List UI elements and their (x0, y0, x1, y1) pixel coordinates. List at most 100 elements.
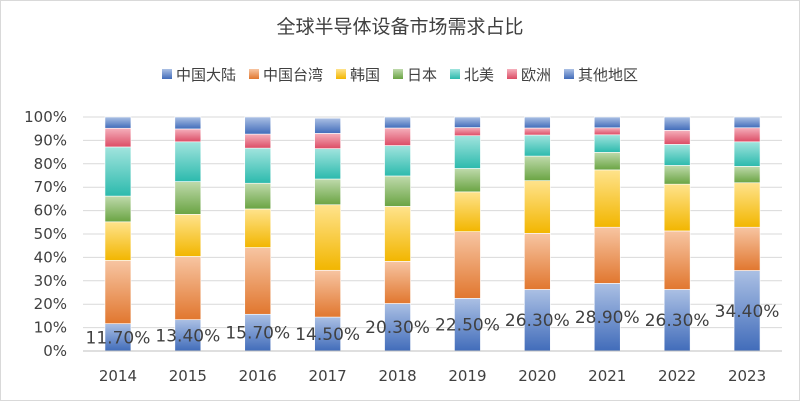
bar-segment (593, 169, 621, 228)
bar-segment (244, 147, 272, 184)
data-label: 26.30% (645, 311, 710, 331)
bar-segment (524, 180, 551, 234)
y-axis: 0% 10% 20% 30% 40% 50% 60% 70% 80% 90% 100% (24, 108, 67, 360)
bar-segment (593, 226, 621, 284)
bar-segment (174, 141, 202, 182)
y-tick-label: 50% (34, 225, 67, 243)
legend-swatch (249, 69, 259, 79)
legend-label: 中国大陆 (176, 66, 236, 84)
bar-segment (454, 135, 481, 169)
bar-segment (454, 231, 481, 299)
y-tick-label: 100% (24, 108, 67, 126)
bar-segment (524, 155, 551, 181)
bar-segment (314, 204, 341, 271)
data-label: 15.70% (225, 324, 290, 344)
bar-segment (174, 128, 202, 143)
y-tick-label: 70% (34, 178, 67, 196)
bar-segment (663, 165, 691, 185)
bar-segment (524, 127, 551, 136)
bar-segment (174, 116, 202, 130)
bar-segment (174, 214, 202, 257)
bar-segment (524, 134, 551, 157)
x-tick-label: 2023 (728, 367, 766, 385)
bar-segment (524, 232, 551, 290)
bar-segment (593, 127, 621, 136)
bar-segment (733, 270, 761, 352)
legend-label: 中国台湾 (263, 66, 323, 84)
bar-segment (104, 127, 132, 148)
bar-segment (663, 230, 691, 290)
chart-title: 全球半导体设备市场需求占比 (276, 16, 523, 38)
legend-label: 北美 (464, 66, 494, 84)
bar-segment (384, 261, 411, 304)
bar-segment (384, 145, 411, 177)
y-tick-label: 90% (34, 131, 67, 149)
legend-swatch (162, 69, 172, 79)
legend-swatch (450, 69, 460, 79)
bar-segment (733, 226, 761, 271)
bar-segment (174, 181, 202, 215)
bar-segment (733, 182, 761, 228)
legend-swatch (564, 69, 574, 79)
bar-segment (244, 133, 272, 149)
data-label: 34.40% (715, 302, 780, 322)
y-tick-label: 60% (34, 202, 67, 220)
legend-label: 日本 (407, 66, 437, 84)
bar-segment (104, 323, 132, 352)
bar-segment (104, 146, 132, 197)
bar-segment (454, 191, 481, 232)
x-tick-label: 2017 (309, 367, 347, 385)
bars (104, 116, 761, 352)
data-label: 13.40% (155, 326, 220, 346)
x-tick-label: 2014 (99, 367, 137, 385)
bar-segment (593, 152, 621, 171)
bar-segment (733, 166, 761, 184)
bar-segment (384, 175, 411, 207)
bar-segment (314, 133, 341, 149)
bar-segment (244, 247, 272, 315)
y-tick-label: 80% (34, 155, 67, 173)
y-tick-label: 30% (34, 272, 67, 290)
x-tick-label: 2022 (658, 367, 696, 385)
bar-segment (454, 168, 481, 193)
bar-segment (104, 195, 132, 223)
bar-segment (244, 116, 272, 135)
legend-label: 欧洲 (521, 66, 551, 84)
bar-segment (314, 117, 341, 134)
data-label: 14.50% (295, 325, 360, 345)
legend-swatch (336, 69, 346, 79)
bar-segment (454, 127, 481, 137)
bar-segment (104, 260, 132, 324)
bar-segment (244, 313, 272, 352)
y-tick-label: 20% (34, 295, 67, 313)
bar-segment (244, 182, 272, 210)
x-tick-label: 2015 (169, 367, 207, 385)
x-tick-label: 2021 (588, 367, 626, 385)
bar-segment (454, 116, 481, 128)
x-tick-label: 2020 (518, 367, 556, 385)
x-tick-label: 2018 (378, 367, 416, 385)
legend-swatch (393, 69, 403, 79)
bar-segment (733, 127, 761, 143)
bar-segment (663, 130, 691, 145)
y-tick-label: 10% (34, 319, 67, 337)
data-labels: 11.70% 13.40% 15.70% 14.50% 20.30% 22.50% 26.3… (86, 302, 780, 349)
legend-swatch (507, 69, 517, 79)
x-tick-label: 2016 (239, 367, 277, 385)
bar-segment (663, 144, 691, 166)
y-tick-label: 40% (34, 248, 67, 266)
bar-segment (593, 134, 621, 153)
bar-segment (314, 269, 341, 318)
bar-segment (244, 208, 272, 248)
bar-segment (314, 178, 341, 206)
legend-label: 其他地区 (578, 66, 638, 84)
bar-segment (314, 316, 341, 352)
bar-segment (733, 116, 761, 129)
y-tick-label: 0% (43, 342, 67, 360)
bar-segment (104, 221, 132, 261)
bar-segment (384, 303, 411, 352)
bar-segment (384, 116, 411, 129)
bar-segment (454, 298, 481, 352)
bar-segment (593, 283, 621, 352)
